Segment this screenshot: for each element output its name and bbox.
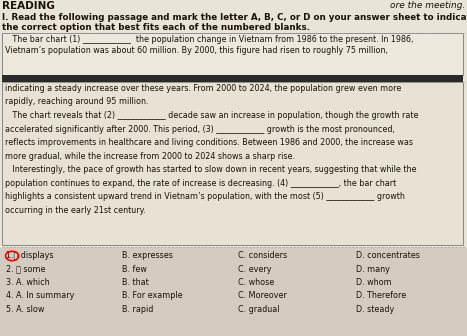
FancyBboxPatch shape	[2, 82, 463, 245]
Text: B. few: B. few	[122, 264, 147, 274]
Text: B. For example: B. For example	[122, 292, 183, 300]
Text: indicating a steady increase over these years. From 2000 to 2024, the population: indicating a steady increase over these …	[5, 84, 401, 93]
Text: D. concentrates: D. concentrates	[356, 251, 420, 260]
Text: 3. A. which: 3. A. which	[6, 278, 50, 287]
Text: C. whose: C. whose	[238, 278, 274, 287]
Text: D. Therefore: D. Therefore	[356, 292, 406, 300]
Text: ore the meeting.: ore the meeting.	[389, 1, 465, 10]
Text: C. every: C. every	[238, 264, 271, 274]
Text: D. many: D. many	[356, 264, 390, 274]
FancyBboxPatch shape	[2, 33, 463, 75]
Text: the correct option that best fits each of the numbered blanks.: the correct option that best fits each o…	[2, 23, 310, 32]
Text: B. expresses: B. expresses	[122, 251, 173, 260]
Text: 2. Ⓐ some: 2. Ⓐ some	[6, 264, 45, 274]
Text: accelerated significantly after 2000. This period, (3) ____________ growth is th: accelerated significantly after 2000. Th…	[5, 125, 395, 133]
Text: highlights a consistent upward trend in Vietnam’s population, with the most (5) : highlights a consistent upward trend in …	[5, 192, 405, 201]
Text: Interestingly, the pace of growth has started to slow down in recent years, sugg: Interestingly, the pace of growth has st…	[5, 165, 417, 174]
Text: READING: READING	[2, 1, 55, 11]
Text: D. steady: D. steady	[356, 305, 394, 314]
Text: B. rapid: B. rapid	[122, 305, 153, 314]
Text: occurring in the early 21st century.: occurring in the early 21st century.	[5, 206, 146, 214]
Text: B. that: B. that	[122, 278, 149, 287]
Text: 1.Ⓚ displays: 1.Ⓚ displays	[6, 251, 54, 260]
Text: C. gradual: C. gradual	[238, 305, 280, 314]
Text: Vietnam’s population was about 60 million. By 2000, this figure had risen to rou: Vietnam’s population was about 60 millio…	[5, 46, 388, 55]
Text: The chart reveals that (2) ____________ decade saw an increase in population, th: The chart reveals that (2) ____________ …	[5, 111, 418, 120]
Text: D. whom: D. whom	[356, 278, 392, 287]
Text: I. Read the following passage and mark the letter A, B, C, or D on your answer s: I. Read the following passage and mark t…	[2, 13, 467, 22]
Text: 5. A. slow: 5. A. slow	[6, 305, 44, 314]
Text: population continues to expand, the rate of increase is decreasing. (4) ________: population continues to expand, the rate…	[5, 178, 396, 187]
Bar	[0, 248, 467, 336]
Text: 4. A. In summary: 4. A. In summary	[6, 292, 74, 300]
Bar	[2, 75, 463, 82]
Text: rapidly, reaching around 95 million.: rapidly, reaching around 95 million.	[5, 97, 149, 107]
Text: C. considers: C. considers	[238, 251, 287, 260]
Text: C. Moreover: C. Moreover	[238, 292, 287, 300]
Text: more gradual, while the increase from 2000 to 2024 shows a sharp rise.: more gradual, while the increase from 20…	[5, 152, 295, 161]
Text: The bar chart (1) ____________  the population change in Vietnam from 1986 to th: The bar chart (1) ____________ the popul…	[5, 35, 413, 44]
Text: reflects improvements in healthcare and living conditions. Between 1986 and 2000: reflects improvements in healthcare and …	[5, 138, 413, 147]
